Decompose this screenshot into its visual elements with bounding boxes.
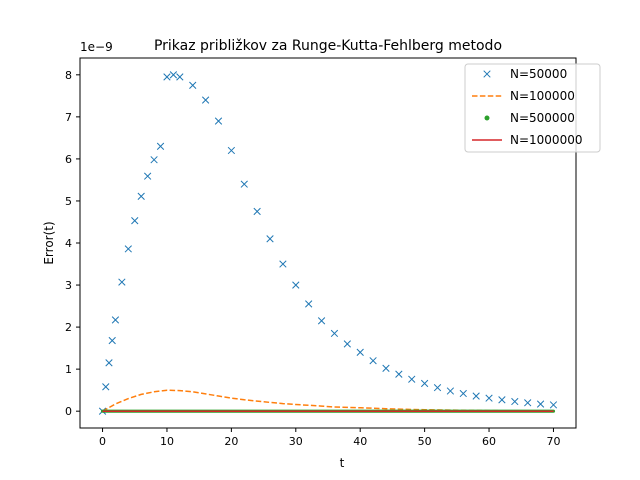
legend-marker (483, 70, 491, 78)
data-point (108, 336, 116, 345)
data-point (176, 73, 184, 81)
y-tick-label: 5 (65, 195, 72, 208)
legend-entry: N=500000 (484, 111, 575, 125)
x-tick-label: 10 (160, 435, 174, 448)
data-point (485, 394, 493, 402)
y-tick-label: 2 (65, 321, 72, 334)
data-point (446, 387, 455, 395)
x-tick-label: 30 (289, 435, 303, 448)
y-tick-label: 8 (65, 69, 72, 82)
x-tick-label: 70 (546, 435, 560, 448)
legend-label: N=50000 (510, 67, 567, 81)
data-point (163, 73, 171, 81)
data-point (433, 383, 442, 392)
data-point (549, 401, 558, 409)
data-point (292, 281, 300, 289)
data-point (356, 348, 364, 356)
data-point (111, 316, 120, 324)
data-point (201, 96, 210, 104)
x-tick-label: 0 (99, 435, 106, 448)
data-point (279, 260, 287, 268)
legend-entry: N=100000 (472, 89, 575, 103)
legend: N=50000 N=100000 N=500000 N=1000000 (464, 63, 601, 153)
y-axis: 0 1 2 3 4 5 6 7 8 (65, 69, 80, 418)
data-point (472, 392, 480, 400)
legend-label: N=500000 (510, 111, 575, 125)
data-point (408, 375, 416, 383)
x-axis-label: t (340, 456, 345, 470)
data-point (240, 180, 248, 188)
data-point (305, 300, 313, 308)
data-point (395, 370, 403, 378)
data-point (118, 278, 126, 286)
data-point (343, 340, 351, 348)
series-1 (98, 71, 558, 415)
y-tick-label: 0 (65, 405, 72, 418)
data-point (124, 245, 132, 253)
data-point (369, 357, 377, 365)
data-point (131, 217, 139, 225)
data-point (150, 156, 158, 164)
data-point (420, 379, 429, 388)
chart-title: Prikaz približkov za Runge-Kutta-Fehlber… (154, 38, 502, 54)
legend-marker (484, 115, 490, 121)
data-point (227, 146, 236, 155)
data-point (382, 364, 390, 372)
series-layer (98, 71, 558, 415)
y-tick-label: 1 (65, 363, 72, 376)
data-point (317, 317, 326, 325)
data-point (214, 117, 223, 125)
x-tick-label: 40 (353, 435, 367, 448)
data-point (105, 359, 113, 367)
data-point (169, 71, 178, 79)
legend-box (464, 63, 601, 153)
legend-label: N=100000 (510, 89, 575, 103)
y-tick-label: 3 (65, 279, 72, 292)
x-tick-label: 60 (482, 435, 496, 448)
y-tick-label: 6 (65, 153, 72, 166)
legend-entry: N=50000 (483, 67, 567, 81)
data-point (137, 192, 145, 200)
data-point (536, 400, 545, 408)
data-point (189, 81, 197, 89)
data-point (156, 142, 165, 150)
y-tick-label: 7 (65, 111, 72, 124)
data-point (102, 383, 110, 391)
data-point (143, 172, 152, 180)
data-point (266, 235, 274, 243)
x-tick-label: 20 (224, 435, 238, 448)
data-point (524, 399, 532, 407)
data-point (459, 389, 467, 398)
data-point (330, 329, 339, 338)
x-axis: 0 10 20 30 40 50 60 70 (99, 428, 560, 448)
x-tick-label: 50 (418, 435, 432, 448)
data-point (498, 396, 506, 404)
y-axis-label: Error(t) (42, 221, 56, 264)
data-point (511, 397, 519, 406)
data-point (253, 207, 261, 216)
legend-label: N=1000000 (510, 133, 582, 147)
y-scale-label: 1e−9 (80, 40, 113, 54)
y-tick-label: 4 (65, 237, 72, 250)
legend-entry: N=1000000 (472, 133, 582, 147)
